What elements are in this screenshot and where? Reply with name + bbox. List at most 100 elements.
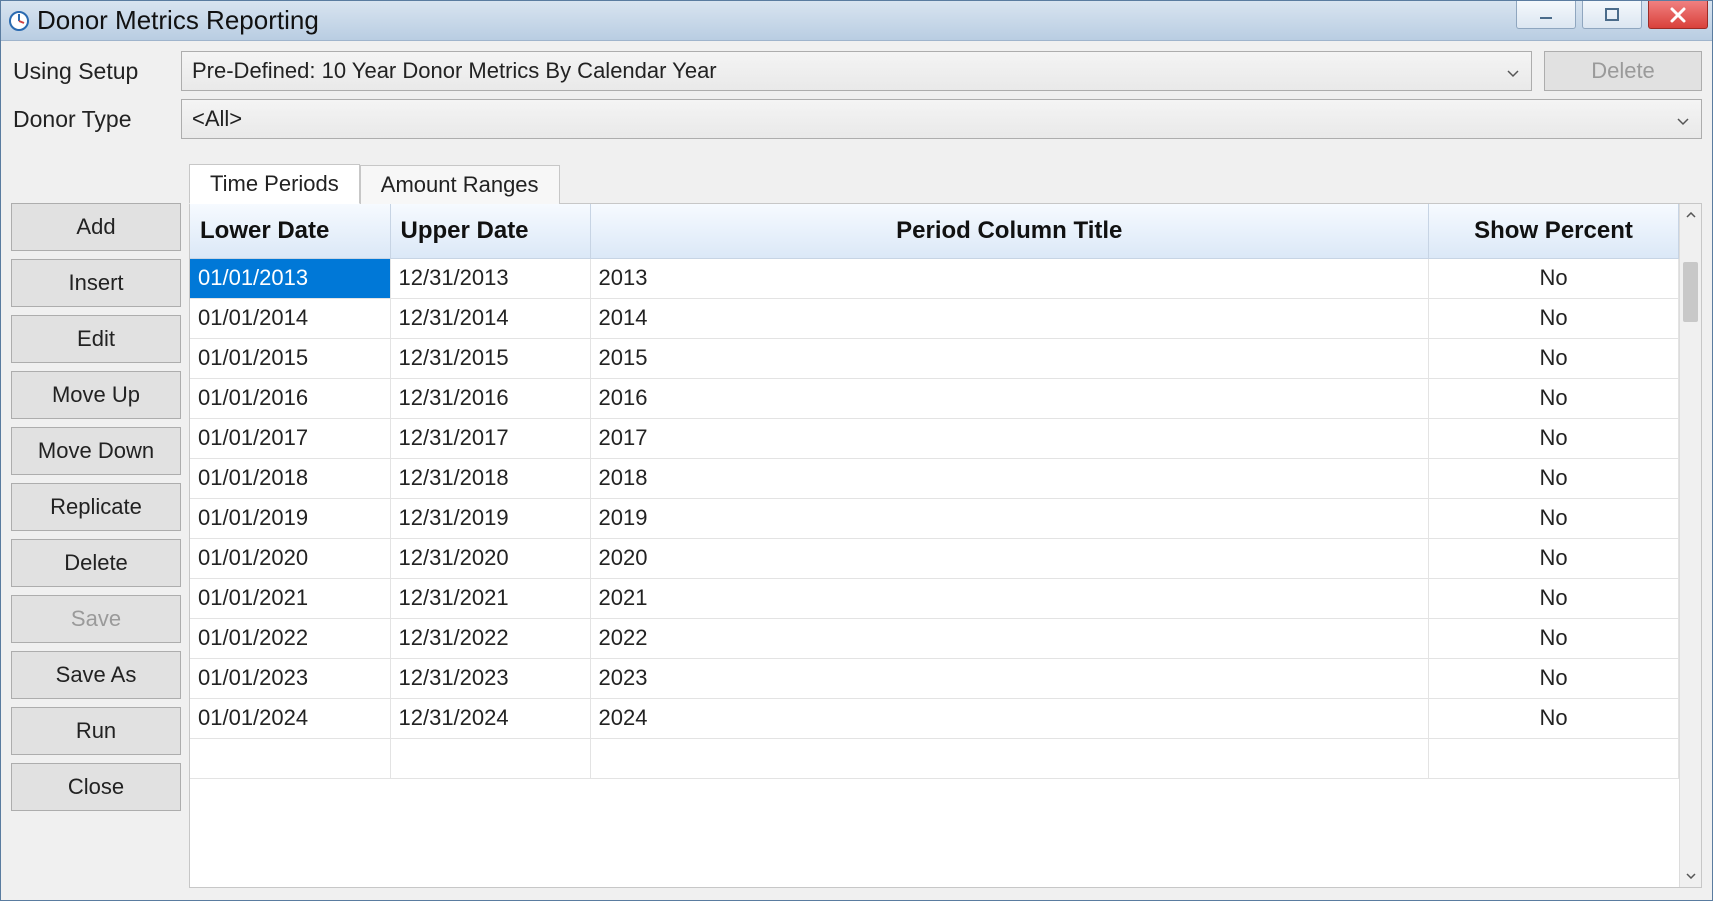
vertical-scrollbar[interactable] [1679, 204, 1701, 887]
donor-type-combo[interactable]: <All> [181, 99, 1702, 139]
cell-lower[interactable]: 01/01/2024 [190, 698, 390, 738]
cell-upper[interactable]: 12/31/2019 [390, 498, 590, 538]
table-row[interactable]: 01/01/201812/31/20182018No [190, 458, 1679, 498]
cell-upper[interactable]: 12/31/2016 [390, 378, 590, 418]
delete-row-button[interactable]: Delete [11, 539, 181, 587]
delete-setup-label: Delete [1591, 58, 1655, 84]
move-up-button[interactable]: Move Up [11, 371, 181, 419]
cell-title[interactable]: 2019 [590, 498, 1429, 538]
cell-upper[interactable]: 12/31/2015 [390, 338, 590, 378]
cell-upper[interactable]: 12/31/2017 [390, 418, 590, 458]
cell-lower[interactable]: 01/01/2021 [190, 578, 390, 618]
cell-lower[interactable]: 01/01/2014 [190, 298, 390, 338]
close-window-button[interactable] [1648, 1, 1708, 29]
delete-setup-button[interactable]: Delete [1544, 51, 1702, 91]
col-show-percent[interactable]: Show Percent [1429, 204, 1679, 258]
save-as-button[interactable]: Save As [11, 651, 181, 699]
maximize-button[interactable] [1582, 1, 1642, 29]
cell-percent[interactable]: No [1429, 578, 1679, 618]
cell-percent[interactable]: No [1429, 658, 1679, 698]
scroll-down-arrow-icon[interactable] [1680, 865, 1701, 887]
cell-percent[interactable]: No [1429, 418, 1679, 458]
edit-button[interactable]: Edit [11, 315, 181, 363]
save-button[interactable]: Save [11, 595, 181, 643]
cell-title[interactable]: 2021 [590, 578, 1429, 618]
close-button[interactable]: Close [11, 763, 181, 811]
edit-label: Edit [77, 326, 115, 352]
cell-percent[interactable]: No [1429, 698, 1679, 738]
cell-title[interactable]: 2014 [590, 298, 1429, 338]
col-upper-date[interactable]: Upper Date [390, 204, 590, 258]
minimize-button[interactable] [1516, 1, 1576, 29]
cell-lower[interactable]: 01/01/2017 [190, 418, 390, 458]
cell-upper[interactable]: 12/31/2014 [390, 298, 590, 338]
cell-percent[interactable]: No [1429, 498, 1679, 538]
tab-amount-ranges[interactable]: Amount Ranges [360, 165, 560, 204]
cell-upper[interactable]: 12/31/2023 [390, 658, 590, 698]
cell-title[interactable]: 2016 [590, 378, 1429, 418]
insert-button[interactable]: Insert [11, 259, 181, 307]
cell-percent[interactable]: No [1429, 458, 1679, 498]
table-row[interactable]: 01/01/202112/31/20212021No [190, 578, 1679, 618]
time-periods-grid[interactable]: Lower Date Upper Date Period Column Titl… [190, 204, 1679, 887]
col-lower-date[interactable]: Lower Date [190, 204, 390, 258]
cell-percent[interactable]: No [1429, 338, 1679, 378]
cell-upper[interactable]: 12/31/2024 [390, 698, 590, 738]
table-row[interactable]: 01/01/202412/31/20242024No [190, 698, 1679, 738]
cell-lower[interactable]: 01/01/2020 [190, 538, 390, 578]
cell-title[interactable]: 2022 [590, 618, 1429, 658]
cell-empty [390, 738, 590, 778]
cell-lower[interactable]: 01/01/2016 [190, 378, 390, 418]
scroll-up-arrow-icon[interactable] [1680, 204, 1701, 226]
table-row[interactable]: 01/01/201312/31/20132013No [190, 258, 1679, 298]
col-period-title[interactable]: Period Column Title [590, 204, 1429, 258]
cell-lower[interactable]: 01/01/2015 [190, 338, 390, 378]
cell-title[interactable]: 2023 [590, 658, 1429, 698]
table-row[interactable]: 01/01/201412/31/20142014No [190, 298, 1679, 338]
cell-title[interactable]: 2015 [590, 338, 1429, 378]
cell-empty [590, 738, 1429, 778]
cell-lower[interactable]: 01/01/2022 [190, 618, 390, 658]
donor-type-label: Donor Type [11, 106, 181, 133]
cell-title[interactable]: 2024 [590, 698, 1429, 738]
cell-percent[interactable]: No [1429, 538, 1679, 578]
add-button[interactable]: Add [11, 203, 181, 251]
cell-upper[interactable]: 12/31/2022 [390, 618, 590, 658]
table-row[interactable]: 01/01/202312/31/20232023No [190, 658, 1679, 698]
table-row[interactable]: 01/01/202012/31/20202020No [190, 538, 1679, 578]
table-row[interactable]: 01/01/201612/31/20162016No [190, 378, 1679, 418]
donor-type-row: Donor Type <All> [11, 99, 1702, 139]
table-row[interactable]: 01/01/202212/31/20222022No [190, 618, 1679, 658]
table-row[interactable]: 01/01/201912/31/20192019No [190, 498, 1679, 538]
cell-upper[interactable]: 12/31/2018 [390, 458, 590, 498]
cell-title[interactable]: 2020 [590, 538, 1429, 578]
cell-title[interactable]: 2018 [590, 458, 1429, 498]
move-down-button[interactable]: Move Down [11, 427, 181, 475]
run-button[interactable]: Run [11, 707, 181, 755]
cell-lower[interactable]: 01/01/2018 [190, 458, 390, 498]
cell-lower[interactable]: 01/01/2019 [190, 498, 390, 538]
cell-upper[interactable]: 12/31/2021 [390, 578, 590, 618]
replicate-button[interactable]: Replicate [11, 483, 181, 531]
cell-percent[interactable]: No [1429, 258, 1679, 298]
tab-time-periods[interactable]: Time Periods [189, 164, 360, 204]
move-up-label: Move Up [52, 382, 140, 408]
main-area: Add Insert Edit Move Up Move Down Replic… [11, 161, 1702, 888]
table-row[interactable]: 01/01/201712/31/20172017No [190, 418, 1679, 458]
cell-lower[interactable]: 01/01/2023 [190, 658, 390, 698]
cell-upper[interactable]: 12/31/2020 [390, 538, 590, 578]
cell-title[interactable]: 2017 [590, 418, 1429, 458]
app-icon [7, 9, 31, 33]
grid-wrap: Lower Date Upper Date Period Column Titl… [189, 203, 1702, 888]
cell-percent[interactable]: No [1429, 298, 1679, 338]
cell-title[interactable]: 2013 [590, 258, 1429, 298]
using-setup-value: Pre-Defined: 10 Year Donor Metrics By Ca… [192, 58, 717, 84]
scrollbar-thumb[interactable] [1683, 262, 1698, 322]
using-setup-combo[interactable]: Pre-Defined: 10 Year Donor Metrics By Ca… [181, 51, 1532, 91]
cell-percent[interactable]: No [1429, 618, 1679, 658]
titlebar[interactable]: Donor Metrics Reporting [1, 1, 1712, 41]
cell-percent[interactable]: No [1429, 378, 1679, 418]
table-row[interactable]: 01/01/201512/31/20152015No [190, 338, 1679, 378]
cell-upper[interactable]: 12/31/2013 [390, 258, 590, 298]
cell-lower[interactable]: 01/01/2013 [190, 258, 390, 298]
